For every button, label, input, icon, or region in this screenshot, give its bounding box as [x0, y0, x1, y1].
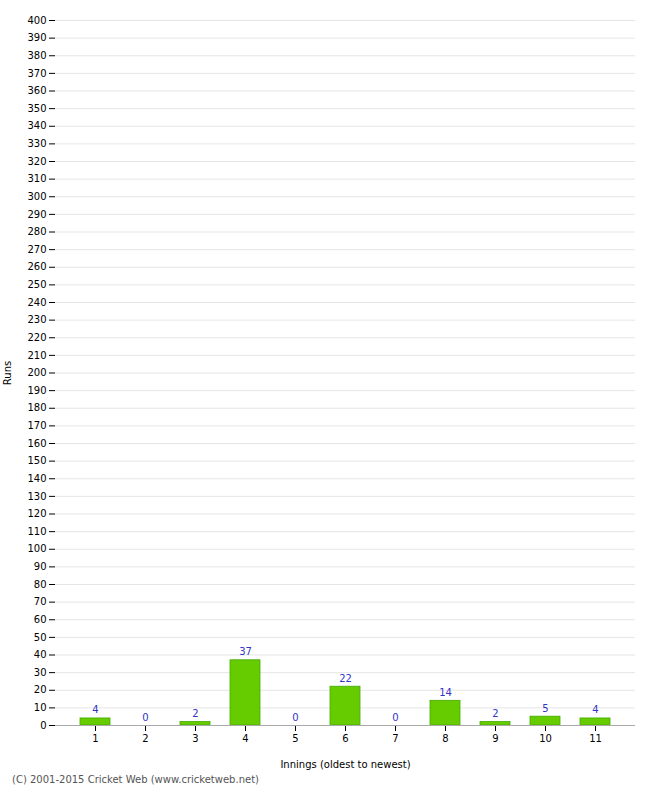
svg-text:230: 230 — [27, 314, 46, 325]
svg-text:280: 280 — [27, 226, 46, 237]
svg-text:0: 0 — [392, 712, 398, 723]
svg-text:0: 0 — [40, 720, 46, 731]
svg-text:4: 4 — [592, 704, 598, 715]
svg-text:0: 0 — [142, 712, 148, 723]
svg-text:60: 60 — [34, 614, 47, 625]
svg-text:3: 3 — [192, 733, 198, 744]
svg-text:240: 240 — [27, 297, 46, 308]
svg-text:Innings (oldest to newest): Innings (oldest to newest) — [280, 759, 410, 770]
svg-text:20: 20 — [34, 684, 47, 695]
svg-text:250: 250 — [27, 279, 46, 290]
svg-text:6: 6 — [342, 733, 348, 744]
svg-text:100: 100 — [27, 543, 46, 554]
svg-text:360: 360 — [27, 85, 46, 96]
svg-text:350: 350 — [27, 103, 46, 114]
svg-text:170: 170 — [27, 420, 46, 431]
svg-text:9: 9 — [492, 733, 498, 744]
svg-text:1: 1 — [92, 733, 98, 744]
svg-text:300: 300 — [27, 191, 46, 202]
svg-text:90: 90 — [34, 561, 47, 572]
svg-text:7: 7 — [392, 733, 398, 744]
svg-text:70: 70 — [34, 596, 47, 607]
svg-text:5: 5 — [542, 703, 548, 714]
svg-text:Runs: Runs — [2, 361, 13, 385]
svg-text:50: 50 — [34, 632, 47, 643]
svg-text:30: 30 — [34, 667, 47, 678]
svg-text:11: 11 — [589, 733, 602, 744]
svg-text:10: 10 — [34, 702, 47, 713]
svg-text:4: 4 — [242, 733, 248, 744]
svg-text:2: 2 — [142, 733, 148, 744]
svg-text:160: 160 — [27, 438, 46, 449]
svg-text:400: 400 — [27, 15, 46, 26]
svg-text:370: 370 — [27, 68, 46, 79]
svg-text:330: 330 — [27, 138, 46, 149]
svg-text:270: 270 — [27, 244, 46, 255]
svg-text:80: 80 — [34, 579, 47, 590]
svg-text:110: 110 — [27, 526, 46, 537]
svg-text:200: 200 — [27, 367, 46, 378]
svg-text:220: 220 — [27, 332, 46, 343]
svg-text:340: 340 — [27, 120, 46, 131]
svg-text:210: 210 — [27, 350, 46, 361]
svg-text:130: 130 — [27, 491, 46, 502]
svg-text:150: 150 — [27, 455, 46, 466]
svg-text:2: 2 — [192, 708, 198, 719]
svg-text:8: 8 — [442, 733, 448, 744]
svg-text:22: 22 — [339, 673, 352, 684]
svg-text:4: 4 — [92, 704, 98, 715]
svg-text:390: 390 — [27, 32, 46, 43]
svg-text:310: 310 — [27, 173, 46, 184]
svg-text:40: 40 — [34, 649, 47, 660]
svg-text:290: 290 — [27, 209, 46, 220]
svg-text:14: 14 — [439, 687, 452, 698]
svg-text:120: 120 — [27, 508, 46, 519]
svg-text:2: 2 — [492, 708, 498, 719]
svg-text:320: 320 — [27, 156, 46, 167]
svg-text:37: 37 — [239, 646, 252, 657]
svg-text:0: 0 — [292, 712, 298, 723]
svg-text:180: 180 — [27, 402, 46, 413]
svg-text:140: 140 — [27, 473, 46, 484]
svg-text:380: 380 — [27, 50, 46, 61]
html-text:(C) 2001-2015 Cricket Web (www: (C) 2001-2015 Cricket Web (www.cricketwe… — [12, 774, 259, 785]
svg-text:260: 260 — [27, 261, 46, 272]
svg-text:190: 190 — [27, 385, 46, 396]
svg-text:10: 10 — [539, 733, 552, 744]
svg-text:5: 5 — [292, 733, 298, 744]
